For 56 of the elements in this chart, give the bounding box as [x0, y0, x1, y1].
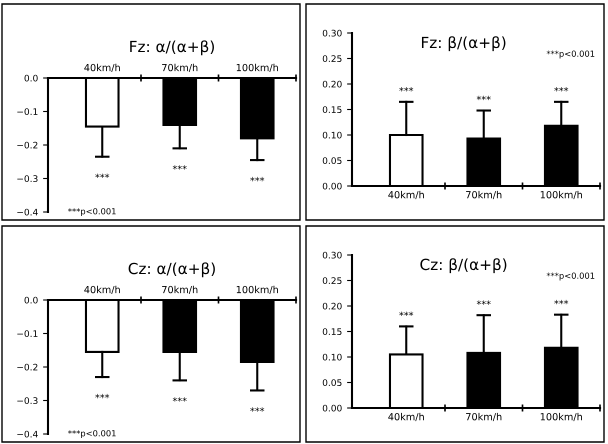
annotation: ***p<0.001	[68, 430, 116, 438]
x-tick-label: 70km/h	[162, 64, 198, 72]
x-tick-label: 40km/h	[84, 286, 120, 294]
y-tick-label: 0.10	[322, 354, 342, 361]
y-tick-label: 0.25	[322, 55, 342, 62]
x-tick-label: 70km/h	[466, 412, 502, 422]
x-tick-label: 100km/h	[236, 286, 278, 294]
annotation: ***	[172, 397, 187, 402]
y-tick-label: 0.30	[322, 252, 342, 259]
annotation: ***	[476, 96, 491, 100]
y-tick-label: −0.4	[17, 208, 38, 216]
y-tick-label: 0.20	[322, 80, 342, 88]
annotation: ***	[399, 312, 414, 316]
annotation: ***	[554, 87, 568, 92]
y-tick-label: 0.05	[322, 379, 342, 386]
y-tick-label: −0.1	[17, 330, 38, 338]
chart-title: Fz: β/(α+β)	[422, 36, 506, 52]
annotation: ***p<0.001	[546, 50, 594, 58]
annotation: ***	[95, 394, 110, 398]
y-tick-label: −0.2	[17, 364, 38, 371]
annotation: ***	[95, 174, 110, 178]
chart-title: Fz: α/(α+β)	[130, 40, 214, 56]
y-tick-label: 0.0	[24, 74, 38, 82]
annotation: ***	[250, 176, 264, 182]
y-tick-label: 0.15	[322, 328, 342, 336]
x-tick-label: 70km/h	[162, 286, 198, 294]
y-tick-label: 0.15	[322, 106, 342, 114]
annotation: ***p<0.001	[68, 208, 116, 216]
x-tick-label: 40km/h	[388, 412, 424, 422]
x-tick-label: 40km/h	[388, 190, 424, 200]
chart-title: Cz: α/(α+β)	[128, 262, 215, 278]
y-tick-label: 0.30	[322, 30, 342, 37]
y-tick-label: 0.20	[322, 302, 342, 310]
x-tick-label: 100km/h	[540, 190, 582, 200]
annotation: ***	[476, 300, 491, 305]
y-tick-label: −0.3	[17, 397, 38, 404]
annotation: ***	[250, 407, 264, 412]
x-tick-label: 100km/h	[236, 64, 278, 72]
y-tick-label: 0.05	[322, 157, 342, 164]
y-tick-label: −0.4	[17, 430, 38, 438]
y-tick-label: 0.00	[322, 404, 342, 412]
annotation: ***	[172, 165, 187, 170]
y-tick-label: 0.00	[322, 182, 342, 190]
y-tick-label: −0.2	[17, 142, 38, 149]
x-tick-label: 70km/h	[466, 190, 502, 200]
y-tick-label: −0.3	[17, 175, 38, 182]
y-tick-label: 0.25	[322, 277, 342, 284]
x-tick-label: 100km/h	[540, 412, 582, 422]
annotation: ***p<0.001	[546, 272, 594, 280]
annotation: ***	[399, 87, 414, 92]
x-tick-label: 40km/h	[84, 64, 120, 72]
y-tick-label: 0.0	[24, 296, 38, 304]
y-tick-label: 0.10	[322, 132, 342, 139]
y-tick-label: −0.1	[17, 108, 38, 116]
chart-title: Cz: β/(α+β)	[420, 258, 506, 274]
annotation: ***	[554, 300, 568, 304]
